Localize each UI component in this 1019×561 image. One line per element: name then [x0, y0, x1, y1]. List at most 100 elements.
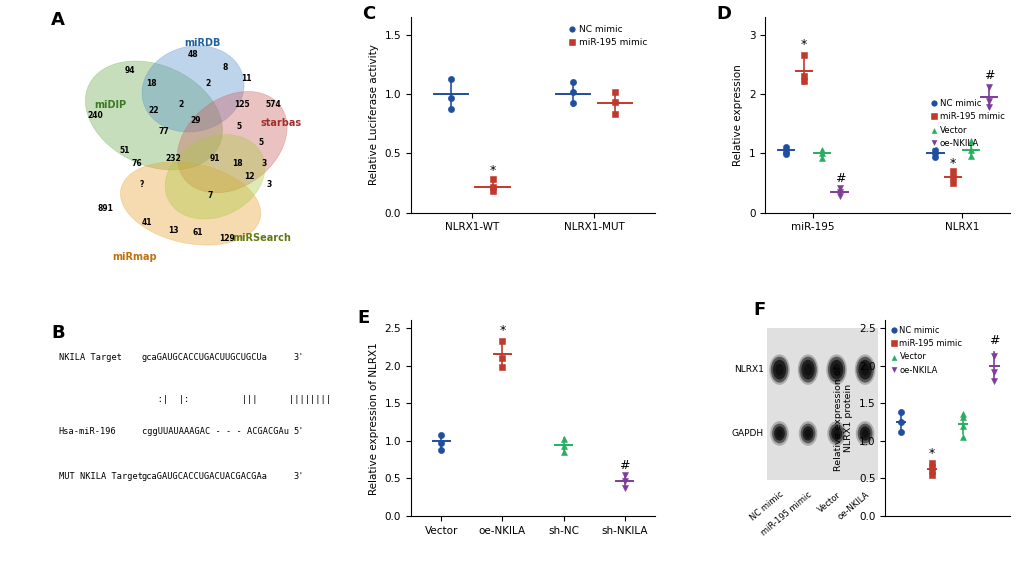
- Text: gcaGAUGCACCUGACUUGCUGCUa: gcaGAUGCACCUGACUUGCUGCUa: [142, 353, 267, 362]
- Text: 41: 41: [142, 218, 152, 227]
- Text: 2: 2: [205, 79, 210, 88]
- Text: 91: 91: [210, 154, 220, 163]
- Ellipse shape: [774, 364, 783, 376]
- Text: 18: 18: [146, 79, 157, 88]
- Ellipse shape: [772, 360, 786, 380]
- Text: C: C: [362, 5, 375, 23]
- Text: NLRX1: NLRX1: [734, 365, 763, 374]
- Text: 129: 129: [219, 233, 235, 242]
- Ellipse shape: [861, 429, 867, 438]
- Legend: NC mimic, miR-195 mimic, Vector, oe-NKILA: NC mimic, miR-195 mimic, Vector, oe-NKIL…: [926, 95, 1007, 151]
- Ellipse shape: [804, 429, 810, 438]
- Text: NC mimic: NC mimic: [748, 490, 785, 523]
- Text: 3': 3': [293, 353, 304, 362]
- Y-axis label: Relative expression of
NLRX1 protein: Relative expression of NLRX1 protein: [834, 366, 853, 471]
- Text: miR-195 mimic: miR-195 mimic: [759, 490, 813, 537]
- Text: 29: 29: [191, 116, 201, 125]
- Ellipse shape: [120, 162, 261, 245]
- Ellipse shape: [800, 424, 814, 443]
- Text: 18: 18: [231, 159, 243, 168]
- Text: *: *: [949, 157, 956, 170]
- Legend: NC mimic, miR-195 mimic: NC mimic, miR-195 mimic: [566, 21, 650, 51]
- Text: 5: 5: [236, 122, 242, 131]
- Text: #: #: [834, 172, 844, 185]
- Text: B: B: [51, 324, 65, 342]
- Text: A: A: [51, 11, 65, 29]
- Text: 3': 3': [293, 472, 304, 481]
- Text: 51: 51: [119, 146, 129, 155]
- Text: starbas: starbas: [260, 118, 302, 128]
- Ellipse shape: [803, 364, 811, 376]
- Text: 48: 48: [187, 50, 198, 59]
- Text: 3: 3: [261, 159, 266, 168]
- Text: :|  |:          |||      ||||||||: :| |: ||| ||||||||: [142, 396, 330, 404]
- Text: cggUUAUAAAGAC - - - ACGACGAu: cggUUAUAAAGAC - - - ACGACGAu: [142, 427, 288, 436]
- Text: 240: 240: [88, 111, 103, 120]
- Ellipse shape: [860, 364, 868, 376]
- Ellipse shape: [798, 421, 816, 446]
- Ellipse shape: [799, 357, 816, 383]
- Ellipse shape: [770, 357, 788, 383]
- Ellipse shape: [773, 426, 785, 440]
- Text: ?: ?: [140, 180, 144, 189]
- Ellipse shape: [801, 360, 814, 380]
- Text: 94: 94: [124, 66, 135, 75]
- Y-axis label: Relative expression of NLRX1: Relative expression of NLRX1: [369, 342, 378, 495]
- Ellipse shape: [825, 355, 846, 385]
- Ellipse shape: [830, 426, 841, 440]
- Ellipse shape: [771, 424, 787, 443]
- Text: 11: 11: [242, 73, 252, 82]
- Y-axis label: Relative Luciferase activity: Relative Luciferase activity: [369, 44, 378, 185]
- Text: 574: 574: [266, 100, 281, 109]
- Text: 22: 22: [149, 105, 159, 114]
- Ellipse shape: [828, 424, 843, 443]
- Ellipse shape: [769, 421, 788, 446]
- Text: *: *: [800, 38, 806, 50]
- Ellipse shape: [858, 360, 871, 380]
- Text: 232: 232: [165, 154, 181, 163]
- Text: miDIP: miDIP: [94, 100, 125, 110]
- Ellipse shape: [165, 135, 265, 219]
- Ellipse shape: [859, 426, 869, 440]
- Text: *: *: [498, 324, 505, 337]
- Text: miRmap: miRmap: [112, 252, 157, 262]
- Text: Vector: Vector: [815, 490, 842, 514]
- Ellipse shape: [856, 357, 873, 383]
- Text: D: D: [715, 5, 731, 23]
- Text: Hsa-miR-196: Hsa-miR-196: [58, 427, 116, 436]
- Text: miRSearch: miRSearch: [232, 233, 290, 243]
- Text: NKILA Target: NKILA Target: [58, 353, 121, 362]
- Ellipse shape: [827, 357, 845, 383]
- Text: 13: 13: [168, 226, 178, 234]
- FancyBboxPatch shape: [766, 328, 877, 480]
- Text: #: #: [988, 334, 999, 347]
- Text: #: #: [619, 459, 630, 472]
- Text: GAPDH: GAPDH: [731, 429, 763, 438]
- Ellipse shape: [854, 355, 874, 385]
- Y-axis label: Relative expression: Relative expression: [733, 64, 743, 165]
- Legend: NC mimic, miR-195 mimic, Vector, oe-NKILA: NC mimic, miR-195 mimic, Vector, oe-NKIL…: [889, 324, 963, 376]
- Text: miRDB: miRDB: [184, 39, 221, 48]
- Text: E: E: [357, 309, 369, 327]
- Text: #: #: [982, 69, 994, 82]
- Text: 5: 5: [259, 137, 264, 146]
- Text: 891: 891: [97, 204, 113, 213]
- Ellipse shape: [855, 421, 873, 446]
- Text: 61: 61: [193, 228, 203, 237]
- Text: 76: 76: [131, 159, 142, 168]
- Ellipse shape: [832, 364, 840, 376]
- Text: *: *: [928, 447, 934, 461]
- Ellipse shape: [829, 360, 843, 380]
- Text: *: *: [489, 164, 495, 177]
- Text: gcaGAUGCACCUGACUACGACGAa: gcaGAUGCACCUGACUACGACGAa: [142, 472, 267, 481]
- Text: MUT NKILA Target: MUT NKILA Target: [58, 472, 143, 481]
- Text: 7: 7: [207, 191, 213, 200]
- Text: 12: 12: [244, 172, 255, 181]
- Ellipse shape: [857, 424, 871, 443]
- Ellipse shape: [142, 45, 244, 132]
- Text: F: F: [753, 301, 765, 319]
- Ellipse shape: [775, 429, 782, 438]
- Ellipse shape: [177, 91, 286, 193]
- Text: oe-NKILA: oe-NKILA: [835, 490, 870, 522]
- Ellipse shape: [833, 429, 839, 438]
